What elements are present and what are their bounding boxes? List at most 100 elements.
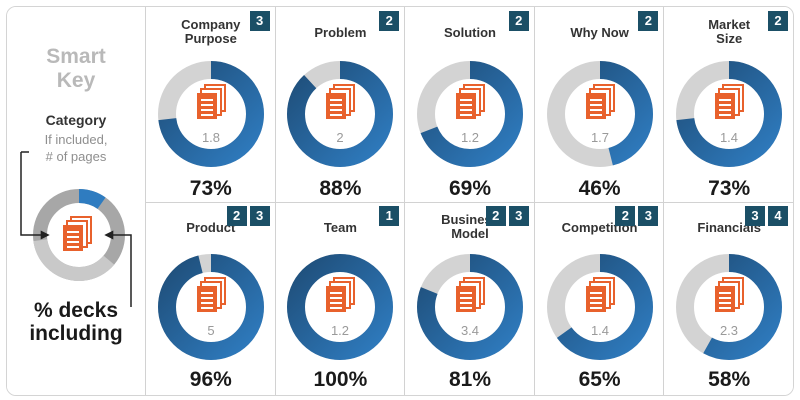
category-cell: Solution 2 1.2 69% [404,7,535,202]
percent-donut: 1.7 [546,61,653,167]
document-stack-icon [455,84,485,119]
donut-percent-arc [546,254,653,360]
section-badge: 3 [508,206,529,226]
document-stack-icon [196,277,226,312]
category-cell: Competition 2 3 1.4 65% [533,202,665,395]
section-badges: 2 [379,11,400,31]
percent-label: 73% [189,177,232,200]
category-title-line: Market [708,17,751,32]
category-title: Market Size [664,17,793,46]
donut-percent-arc [416,61,523,167]
key-pages-explanation: If included, # of pages [7,131,145,165]
pages-value: 2.3 [720,323,738,338]
percent-label: 73% [708,177,751,200]
pages-value: 1.4 [591,323,609,338]
key-percent-label: % decks including [7,299,145,345]
percent-label: 65% [578,368,621,391]
category-title-line: Size [716,31,743,46]
category-cell: Product 2 3 5 96% [145,202,276,395]
pages-value: 1.8 [202,130,220,145]
smart-key-panel: Smart Key Category If included, # of pag… [7,7,145,395]
section-badge: 2 [767,11,788,31]
donut-percent-arc [157,61,264,167]
category-cell: Why Now 2 1.7 46% [533,7,665,202]
pages-value: 3.4 [461,323,479,338]
category-cell: Company Purpose 3 1.8 73% [145,7,276,202]
document-stack-icon [715,277,745,312]
section-badge: 2 [508,11,529,31]
category-cell: Team 1 1.2 100% [274,202,406,395]
percent-label: 88% [319,177,362,200]
category-title: Product [146,221,276,235]
key-sub-line1: If included, [44,132,108,147]
section-badge: 3 [638,206,659,226]
percent-donut: 2.3 [676,254,783,360]
percent-label: 69% [448,177,491,200]
pages-value: 1.2 [461,130,479,145]
category-title-line: Solution [443,25,496,40]
section-badge: 2 [638,11,659,31]
key-diagram [20,151,132,307]
category-title: Why Now [535,26,665,40]
pages-value: 1.4 [720,130,738,145]
category-title: Problem [276,26,406,40]
category-title-line: Business [441,212,499,227]
document-stack-icon [326,84,356,119]
category-title: Team [276,221,406,235]
document-stack-icon [585,84,615,119]
key-arrow-right [104,230,132,307]
category-grid: Company Purpose 3 1.8 73% Problem 2 2 88% Solutio… [145,7,793,395]
percent-label: 46% [578,177,621,200]
category-title: Solution [405,26,535,40]
category-title-line: Product [186,220,236,235]
section-badge: 2 [485,206,506,226]
section-badge: 3 [249,11,270,31]
section-badge: 4 [767,206,788,226]
smart-key-title-line2: Key [56,69,96,92]
category-title-line: Team [323,220,357,235]
category-title-line: Model [451,226,489,241]
section-badge: 2 [615,206,636,226]
pages-value: 5 [207,323,214,338]
key-pct-line1: % decks [33,299,119,322]
pages-value: 1.7 [591,130,609,145]
key-pct-line2: including [29,322,123,345]
row-divider [145,202,793,203]
document-stack-icon [585,277,615,312]
section-badge: 2 [226,206,247,226]
section-badge: 1 [379,206,400,226]
percent-label: 96% [189,368,232,391]
percent-donut: 2 [287,61,394,167]
key-category-label: Category [45,112,107,128]
category-cell: Financials 3 4 2.3 58% [663,202,793,395]
percent-donut: 1.2 [287,254,394,360]
document-stack-icon [715,84,745,119]
category-cell: Problem 2 2 88% [274,7,406,202]
document-stack-icon [196,84,226,119]
section-badges: 2 [638,11,659,31]
pages-value: 2 [337,130,344,145]
donut-percent-arc [157,254,264,360]
section-badges: 1 [379,206,400,226]
pages-value: 1.2 [331,323,349,338]
percent-donut: 1.4 [546,254,653,360]
section-badges: 2 [767,11,788,31]
smart-key-title: Smart Key [7,45,145,93]
donut-percent-arc [416,254,523,360]
donut-percent-arc [676,254,783,360]
percent-donut: 1.8 [157,61,264,167]
category-title-line: Why Now [570,25,629,40]
percent-label: 81% [448,368,491,391]
section-badge: 3 [249,206,270,226]
key-sub-line2: # of pages [45,149,107,164]
percent-donut: 1.2 [416,61,523,167]
section-badges: 2 [508,11,529,31]
category-title: Company Purpose [146,18,276,46]
percent-donut: 5 [157,254,264,360]
document-stack-icon [326,277,356,312]
category-title-line: Problem [314,25,367,40]
percent-donut: 1.4 [676,61,783,167]
percent-label: 58% [708,368,751,391]
donut-percent-arc [287,61,394,167]
